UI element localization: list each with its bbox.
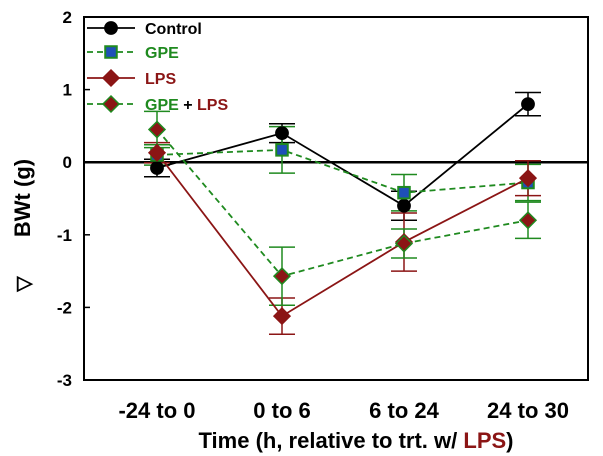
data-point-gpe-lps	[147, 120, 167, 139]
data-point-gpe-lps	[394, 234, 414, 253]
y-tick-label: 1	[63, 81, 72, 100]
x-tick-label: 24 to 30	[487, 398, 569, 423]
legend-marker-control	[104, 21, 118, 35]
y-tick-label: 0	[63, 153, 72, 172]
x-axis-title: Time (h, relative to trt. w/ LPS)	[199, 428, 514, 453]
legend-marker-gpe	[104, 45, 118, 59]
series-line-gpe-lps	[156, 128, 529, 278]
data-point-lps	[518, 169, 538, 188]
x-tick-label: -24 to 0	[118, 398, 195, 423]
axes-layer: 2 1 0 -1 -2 -3 -24 to 0 0 to 6 6 to 24 24 to 30	[57, 8, 589, 423]
x-tick-label: 0 to 6	[253, 398, 310, 423]
data-point-control	[150, 161, 164, 175]
legend: Control GPE LPS GPE + LPS	[87, 21, 228, 114]
series-line-control	[156, 103, 529, 207]
data-point-control	[521, 97, 535, 112]
y-tick-label: -1	[57, 226, 72, 245]
data-point-lps	[147, 143, 167, 162]
axis-labels: Time (h, relative to trt. w/ LPS) BWt (g)…	[10, 159, 514, 453]
legend-label-gpe-lps: GPE + LPS	[145, 97, 228, 114]
data-point-gpe-lps	[272, 267, 292, 286]
y-axis-delta-symbol: ▽	[13, 276, 35, 293]
data-point-gpe-lps	[518, 211, 538, 230]
series-layer	[156, 103, 529, 318]
series-line-gpe	[156, 148, 529, 194]
data-point-gpe	[397, 185, 411, 200]
y-tick-label: -3	[57, 371, 72, 390]
markers-layer	[147, 97, 538, 326]
y-tick-label: -2	[57, 298, 72, 317]
y-tick-label: 2	[63, 8, 72, 27]
legend-label-lps: LPS	[145, 71, 176, 88]
legend-label-control: Control	[145, 21, 202, 38]
data-point-control	[275, 126, 289, 141]
data-point-lps	[272, 307, 292, 326]
legend-label-gpe: GPE	[145, 45, 179, 62]
series-line-lps	[156, 152, 529, 318]
x-tick-label: 6 to 24	[369, 398, 439, 423]
data-point-control	[397, 198, 411, 213]
plot-frame	[83, 16, 589, 381]
legend-marker-gpe-lps	[101, 94, 121, 114]
y-axis-title: BWt (g)	[10, 159, 35, 237]
data-point-gpe	[275, 143, 289, 157]
legend-marker-lps	[101, 68, 121, 88]
